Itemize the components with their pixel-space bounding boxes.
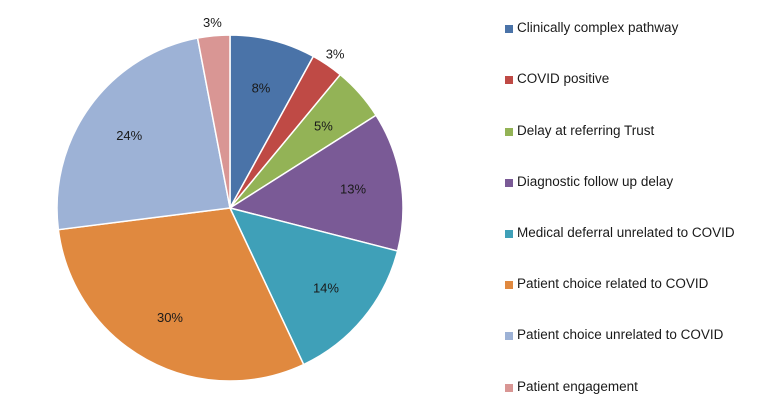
legend-swatch xyxy=(505,230,513,238)
pie-slices xyxy=(56,34,404,382)
legend-label: Delay at referring Trust xyxy=(517,123,655,138)
legend-swatch xyxy=(505,384,513,392)
legend-swatch xyxy=(505,179,513,187)
pie-slice-medical-deferral-unrelated-to-covid xyxy=(228,206,399,366)
legend-label: Clinically complex pathway xyxy=(517,20,679,35)
data-label-patient-choice-unrelated-to-covid: 24% xyxy=(116,128,142,143)
legend-item-delay-at-referring-trust: Delay at referring Trust xyxy=(505,123,760,141)
pie-slice-patient-choice-related-to-covid xyxy=(57,207,305,382)
legend-label: Patient choice related to COVID xyxy=(517,276,709,291)
legend-item-patient-choice-related: Patient choice related to COVID xyxy=(505,276,760,294)
legend-swatch xyxy=(505,76,513,84)
legend-item-patient-choice-unrelated: Patient choice unrelated to COVID xyxy=(505,327,760,345)
legend-label: COVID positive xyxy=(517,71,610,86)
legend-item-patient-engagement: Patient engagement xyxy=(505,379,760,397)
legend-item-covid-positive: COVID positive xyxy=(505,71,760,89)
legend-item-clinically-complex-pathway: Clinically complex pathway xyxy=(505,20,760,38)
legend-item-diagnostic-follow-up-delay: Diagnostic follow up delay xyxy=(505,174,760,192)
data-label-diagnostic-follow-up-delay: 13% xyxy=(340,182,366,197)
legend-swatch xyxy=(505,128,513,136)
legend-item-medical-deferral: Medical deferral unrelated to COVID xyxy=(505,225,760,243)
legend-label: Medical deferral unrelated to COVID xyxy=(517,225,735,240)
pie-slice-patient-choice-unrelated-to-covid xyxy=(56,37,231,231)
pie-data-labels: 8% 3% 5% 13% 14% 30% 24% 3% xyxy=(116,15,366,325)
data-label-covid-positive: 3% xyxy=(326,46,345,61)
pie-slice-diagnostic-follow-up-delay xyxy=(228,114,404,252)
data-label-medical-deferral-unrelated-to-covid: 14% xyxy=(313,280,339,295)
data-label-patient-choice-related-to-covid: 30% xyxy=(157,310,183,325)
legend-swatch xyxy=(505,25,513,33)
data-label-patient-engagement: 3% xyxy=(203,15,222,30)
legend-label: Patient choice unrelated to COVID xyxy=(517,327,724,342)
pie-slice-patient-engagement xyxy=(196,34,231,209)
data-label-clinically-complex-pathway: 8% xyxy=(252,80,271,95)
legend-label: Diagnostic follow up delay xyxy=(517,174,674,189)
data-label-delay-at-referring-trust: 5% xyxy=(314,119,333,134)
legend-swatch xyxy=(505,332,513,340)
legend-label: Patient engagement xyxy=(517,379,638,394)
legend-swatch xyxy=(505,281,513,289)
